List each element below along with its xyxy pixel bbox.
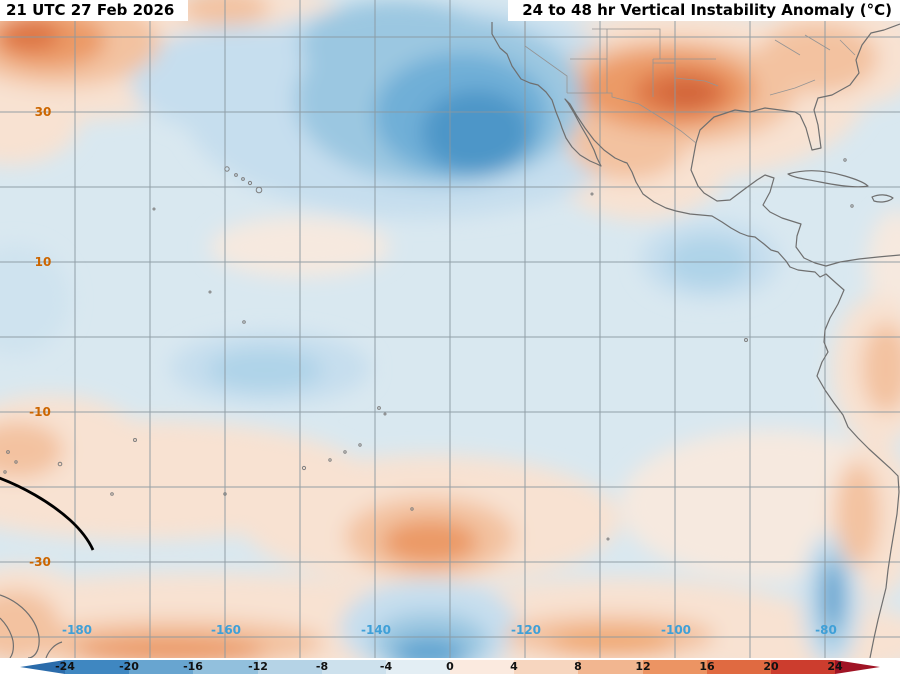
lon-label-160: -160 [211, 623, 241, 637]
colorbar-tick: 12 [635, 660, 651, 673]
map-title: 24 to 48 hr Vertical Instability Anomaly… [508, 0, 900, 21]
colorbar-segment [321, 660, 386, 674]
colorbar-segment [65, 660, 130, 674]
colorbar-segment [193, 660, 258, 674]
colorbar-tick: -24 [55, 660, 75, 673]
colorbar-tick: 20 [763, 660, 779, 673]
negative-anomalies-strong [374, 53, 842, 658]
lon-label-120: -120 [511, 623, 541, 637]
latitude-labels: 30 10 -10 -30 [29, 105, 51, 569]
colorbar-segment [129, 660, 194, 674]
colorbar-segment [514, 660, 579, 674]
colorbar-scale [20, 660, 881, 674]
state-borders [524, 22, 856, 144]
colorbar-segment [257, 660, 322, 674]
lon-label-80: -80 [815, 623, 837, 637]
graticule [0, 0, 900, 658]
colorbar-arrow-left [20, 660, 65, 674]
colorbar-segment [450, 660, 515, 674]
colorbar-tick: 8 [574, 660, 582, 673]
colorbar-tick: -4 [379, 660, 393, 673]
pacific-coastline [491, 22, 900, 658]
longitude-labels: -180 -160 -140 -120 -100 -80 [62, 623, 837, 637]
colorbar-tick: 0 [446, 660, 454, 673]
map-title-text: 24 to 48 hr Vertical Instability Anomaly… [522, 1, 892, 19]
lat-label-30: 30 [35, 105, 52, 119]
lat-label-minus10: -10 [29, 405, 51, 419]
atlantic-coastline [690, 23, 900, 267]
black-contour [0, 476, 95, 551]
positive-anomalies-strong [0, 12, 756, 658]
colorbar-tick: 24 [827, 660, 843, 673]
hispaniola-island [871, 194, 894, 203]
colorbar-segment [770, 660, 836, 674]
colorbar-tick: -20 [119, 660, 139, 673]
colorbar-tick: 4 [510, 660, 518, 673]
colorbar-tick: 16 [699, 660, 715, 673]
cuba-island [787, 170, 869, 188]
colorbar-tick: -8 [315, 660, 329, 673]
colorbar-arrow-right [835, 660, 881, 674]
lat-label-minus30: -30 [29, 555, 51, 569]
colorbar-segment [642, 660, 707, 674]
pacific-islands [3, 158, 854, 541]
lat-label-10: 10 [35, 255, 52, 269]
colorbar-tick: -16 [183, 660, 203, 673]
lon-label-140: -140 [361, 623, 391, 637]
colorbar-segment [706, 660, 771, 674]
coastlines [0, 22, 900, 658]
colorbar-tick: -12 [248, 660, 268, 673]
colorbar-segment [578, 660, 643, 674]
new-zealand-coast [0, 594, 40, 658]
lon-label-180: -180 [62, 623, 92, 637]
colorbar-segment [385, 660, 451, 674]
colorbar: -24 -20 -16 -12 -8 -4 0 4 8 12 16 20 24 [0, 658, 900, 675]
timestamp-label: 21 UTC 27 Feb 2026 [0, 0, 189, 21]
map-canvas: 30 10 -10 -30 -180 -160 -140 -120 -100 -… [0, 0, 900, 658]
lon-label-100: -100 [661, 623, 691, 637]
new-zealand-cape [45, 641, 63, 658]
new-zealand-coast-inner [0, 617, 14, 658]
timestamp-text: 21 UTC 27 Feb 2026 [6, 1, 175, 19]
